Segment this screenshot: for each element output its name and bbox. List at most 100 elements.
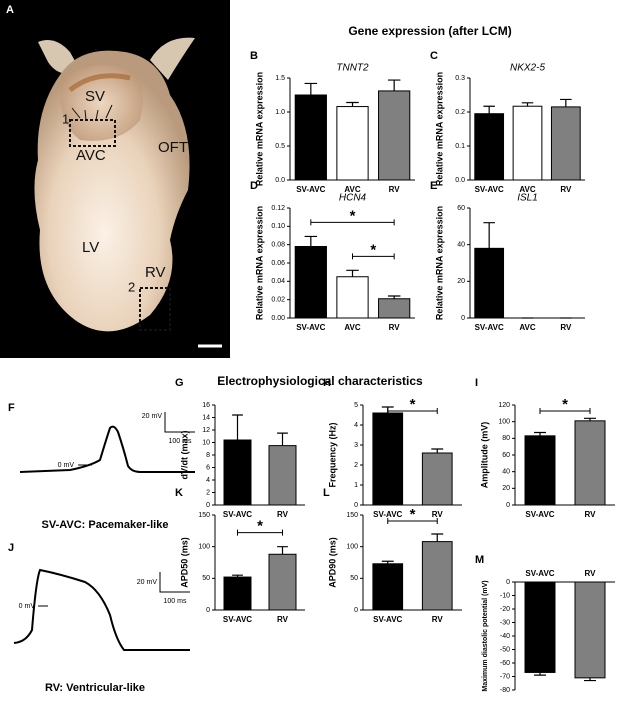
significance-bracket: [387, 408, 438, 414]
photo-label: AVC: [76, 147, 106, 164]
ap-trace: [19, 425, 195, 473]
y-tick-label: 20: [502, 485, 510, 492]
significance-bracket: [387, 518, 438, 524]
y-tick-label: 150: [198, 512, 210, 519]
section-header: Electrophysiological characteristics: [217, 374, 423, 388]
panel-letter: G: [175, 377, 184, 389]
y-tick-label: 0.0: [275, 177, 285, 184]
photo-labels: SV 1 AVC OFT LV RV 2: [62, 88, 188, 294]
error-bar: [232, 574, 243, 578]
y-tick-label: 0: [461, 315, 465, 322]
x-tick-label: SV-AVC: [475, 185, 504, 194]
significance-bracket: [310, 219, 395, 226]
scale-label: 100 ms: [169, 438, 192, 445]
y-tick-label: 8: [206, 452, 210, 459]
bar: [268, 553, 297, 611]
y-tick-label: 0: [506, 579, 510, 586]
y-tick-label: 20: [457, 278, 465, 285]
panel-letter: J: [8, 542, 14, 554]
error-bar: [304, 235, 318, 247]
bar: [474, 113, 505, 181]
y-tick-label: -50: [500, 646, 510, 653]
bar: [421, 541, 453, 611]
y-tick-label: 0: [354, 607, 358, 614]
y-tick-label: 50: [350, 575, 358, 582]
bar: [294, 94, 327, 181]
error-bar: [277, 546, 288, 555]
error-bar: [381, 560, 394, 564]
y-tick-label: 150: [346, 512, 358, 519]
y-tick-label: 0.08: [271, 242, 285, 249]
y-tick-label: 2: [354, 462, 358, 469]
zero-label: 0 mV: [19, 603, 36, 610]
zero-label: 0 mV: [58, 462, 75, 469]
error-bar: [346, 101, 359, 107]
y-tick-label: 1: [354, 482, 358, 489]
panel-letter: L: [323, 487, 330, 499]
x-tick-label: SV-AVC: [223, 615, 252, 624]
significance-label: *: [370, 241, 376, 258]
y-axis-label: Relative mRNA expression: [434, 72, 444, 186]
bar: [294, 246, 327, 319]
error-bar: [584, 677, 596, 682]
y-tick-label: -30: [500, 619, 510, 626]
significance-label: *: [410, 396, 416, 413]
y-tick-label: 100: [346, 544, 358, 551]
error-bar: [534, 672, 546, 676]
photo-label: RV: [145, 264, 166, 281]
y-axis-label: Relative mRNA expression: [434, 206, 444, 320]
x-tick-label: RV: [277, 615, 289, 624]
x-tick-label: SV-AVC: [223, 510, 252, 519]
significance-bracket: [352, 253, 395, 260]
panel-letter: C: [430, 50, 438, 62]
y-tick-label: 10: [202, 439, 210, 446]
x-tick-label: RV: [277, 510, 289, 519]
photo-label: 1: [62, 111, 69, 126]
significance-label: *: [410, 506, 416, 523]
y-tick-label: 60: [502, 452, 510, 459]
bar: [336, 106, 369, 181]
bar: [512, 105, 543, 181]
panel-letter: K: [175, 487, 183, 499]
y-tick-label: -60: [500, 660, 510, 667]
significance-bracket: [539, 408, 591, 414]
x-tick-label: RV: [560, 185, 572, 194]
y-tick-label: 120: [498, 402, 510, 409]
y-tick-label: 1.0: [275, 109, 285, 116]
error-bar: [560, 98, 572, 107]
y-tick-label: 50: [202, 575, 210, 582]
y-tick-label: 100: [198, 544, 210, 551]
y-axis-label: dV/dt (max): [179, 430, 189, 479]
y-tick-label: 0: [506, 502, 510, 509]
error-bar: [534, 431, 546, 436]
y-tick-label: 4: [206, 477, 210, 484]
section-header: Gene expression (after LCM): [348, 24, 511, 38]
photo-label: OFT: [158, 139, 188, 156]
y-axis-label: Relative mRNA expression: [254, 206, 264, 320]
y-tick-label: 60: [457, 205, 465, 212]
significance-label: *: [257, 518, 263, 535]
bar: [524, 435, 556, 506]
y-tick-label: -10: [500, 592, 510, 599]
x-tick-label: SV-AVC: [475, 323, 504, 332]
x-tick-label: SV-AVC: [525, 569, 554, 578]
photo-label: LV: [82, 239, 99, 256]
bar: [378, 298, 411, 319]
y-tick-label: 0.12: [271, 205, 285, 212]
bar: [372, 412, 404, 506]
bar: [550, 106, 581, 181]
y-tick-label: 0.04: [271, 278, 285, 285]
y-tick-label: 12: [202, 427, 210, 434]
x-tick-label: RV: [432, 615, 444, 624]
error-bar: [277, 432, 288, 446]
chart-title: NKX2-5: [510, 63, 545, 74]
panel-letter: I: [475, 377, 478, 389]
x-tick-label: SV-AVC: [525, 510, 554, 519]
y-tick-label: 1.5: [275, 75, 285, 82]
y-tick-label: -70: [500, 673, 510, 680]
y-tick-label: 0.06: [271, 260, 285, 267]
trace-caption: SV-AVC: Pacemaker-like: [42, 519, 169, 531]
error-bar: [483, 105, 495, 114]
y-tick-label: 80: [502, 435, 510, 442]
